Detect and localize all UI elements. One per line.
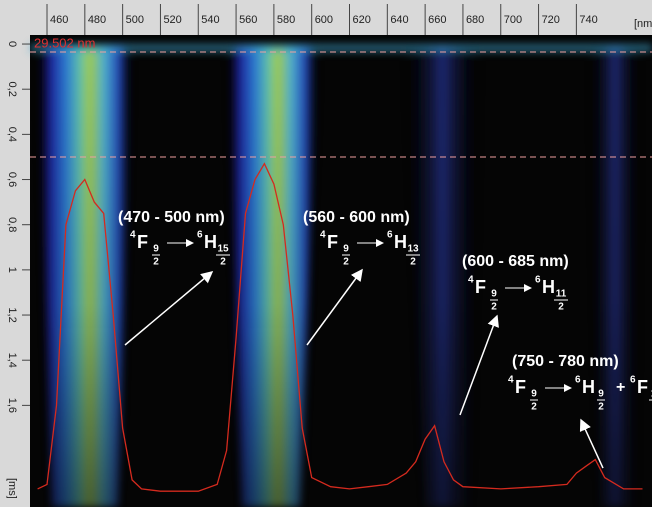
term-symbol: F [327, 232, 338, 252]
term-multiplicity: 6 [630, 375, 636, 386]
term-multiplicity: 4 [468, 275, 474, 286]
x-tick-label: 520 [163, 14, 181, 26]
term-multiplicity: 6 [387, 230, 393, 241]
y-tick-label: 0,2 [6, 82, 18, 97]
term-symbol: F [137, 232, 148, 252]
x-tick-label: 620 [353, 14, 371, 26]
term-multiplicity: 4 [130, 230, 136, 241]
y-tick-label: 1,4 [6, 353, 18, 368]
x-tick-label: 640 [390, 14, 408, 26]
range-label: (560 - 600 nm) [303, 209, 410, 226]
term-multiplicity: 6 [575, 375, 581, 386]
term-multiplicity: 4 [508, 375, 514, 386]
term-j-den: 2 [343, 257, 349, 268]
x-tick-label: 740 [579, 14, 597, 26]
term-j-num: 11 [651, 389, 652, 400]
term-symbol: F [515, 377, 526, 397]
term-j-num: 9 [153, 244, 159, 255]
y-unit: [ms] [6, 478, 18, 499]
term-j-num: 11 [556, 289, 567, 300]
x-tick-label: 460 [50, 14, 68, 26]
term-j-den: 2 [220, 257, 226, 268]
term-symbol: F [475, 277, 486, 297]
term-symbol: H [582, 377, 595, 397]
term-j-den: 2 [558, 302, 564, 313]
term-j-num: 9 [491, 289, 497, 300]
y-tick-label: 1,2 [6, 307, 18, 322]
x-tick-label: 680 [466, 14, 484, 26]
range-label: (600 - 685 nm) [462, 253, 569, 270]
y-tick-label: 1 [6, 267, 18, 273]
range-label: (470 - 500 nm) [118, 209, 225, 226]
y-tick-label: 0,4 [6, 127, 18, 142]
pointer-arrow [306, 268, 363, 346]
x-tick-label: 580 [277, 14, 295, 26]
term-symbol: F [637, 377, 648, 397]
term-symbol: H [394, 232, 407, 252]
pointer-arrow [459, 314, 499, 416]
plot-area [30, 35, 652, 507]
term-j-den: 2 [531, 402, 537, 413]
term-multiplicity: 6 [535, 275, 541, 286]
x-tick-label: 600 [315, 14, 333, 26]
y-tick-label: 0,6 [6, 172, 18, 187]
term-symbol: H [542, 277, 555, 297]
pointer-arrow [579, 418, 604, 469]
x-tick-label: 500 [126, 14, 144, 26]
term-j-num: 9 [343, 244, 349, 255]
term-j-den: 2 [598, 402, 604, 413]
term-j-den: 2 [491, 302, 497, 313]
pointer-arrow [124, 271, 214, 346]
x-unit: [nm [634, 18, 652, 30]
term-symbol: H [204, 232, 217, 252]
term-j-den: 2 [153, 257, 159, 268]
range-label: (750 - 780 nm) [512, 353, 619, 370]
intensity-map [30, 44, 652, 507]
y-tick-label: 1,6 [6, 398, 18, 413]
x-tick-label: 720 [542, 14, 560, 26]
term-multiplicity: 6 [197, 230, 203, 241]
term-j-num: 15 [217, 244, 229, 255]
term-j-den: 2 [410, 257, 416, 268]
y-tick-label: 0 [6, 41, 18, 47]
spectrum-line [37, 162, 643, 492]
x-tick-label: 660 [428, 14, 446, 26]
x-tick-label: 540 [201, 14, 219, 26]
marker-label: 29.502 nm [34, 35, 95, 50]
term-j-num: 9 [531, 389, 537, 400]
y-tick-label: 0,8 [6, 217, 18, 232]
term-j-num: 9 [598, 389, 604, 400]
term-joiner: + [616, 379, 625, 396]
x-tick-label: 560 [239, 14, 257, 26]
x-tick-label: 480 [88, 14, 106, 26]
x-tick-label: 700 [504, 14, 522, 26]
term-multiplicity: 4 [320, 230, 326, 241]
term-j-num: 13 [407, 244, 419, 255]
